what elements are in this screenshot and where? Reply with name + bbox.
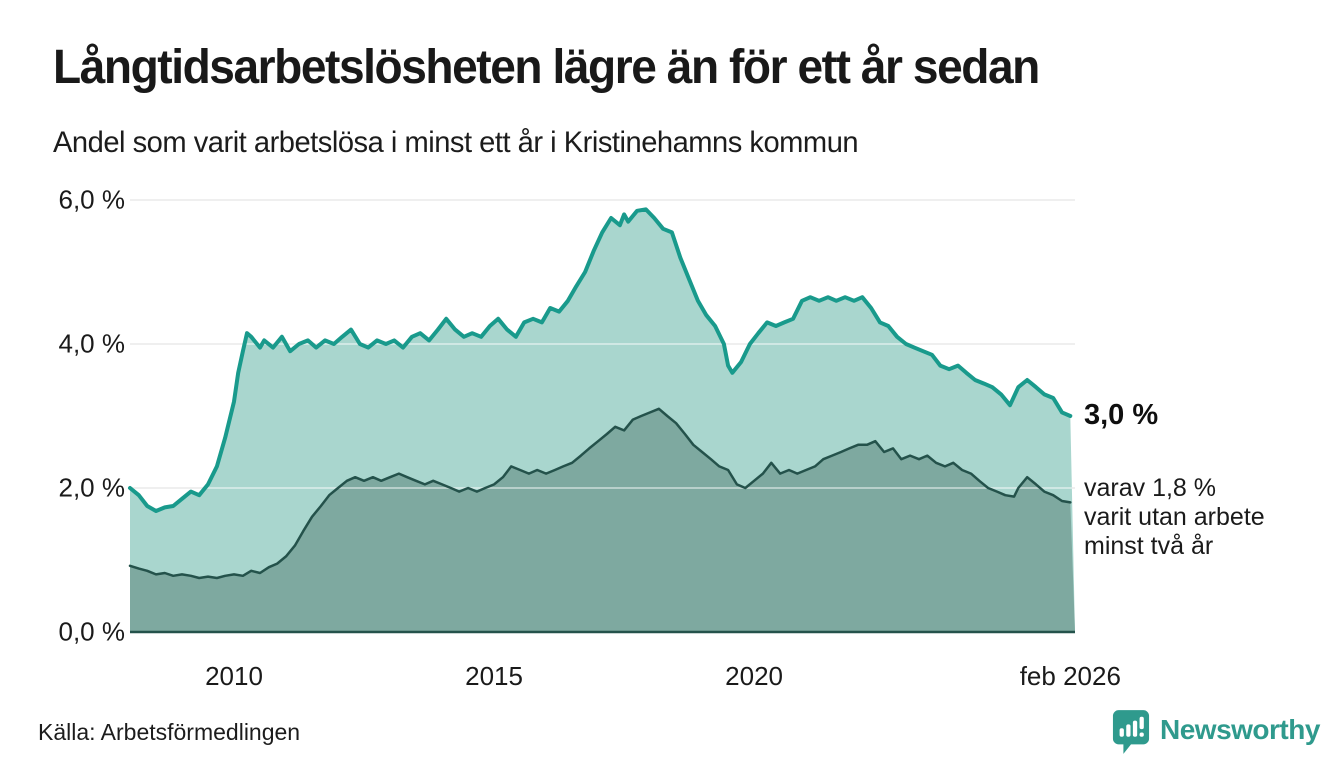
y-axis-tick-0: 0,0 % (58, 616, 126, 647)
series-line-1 (128, 207, 1073, 513)
area-fill-series-2 (130, 408, 1075, 632)
page-title: Långtidsarbetslösheten lägre än för ett … (53, 41, 1040, 94)
series-line-2 (128, 407, 1072, 580)
series-sub-end-label-line1: varav 1,8 % (1084, 474, 1217, 502)
series-sub-end-label: varav 1,8 % varit utan arbete minst två … (1084, 474, 1265, 561)
y-axis-tick-6: 6,0 % (58, 184, 126, 215)
newsworthy-logo-icon (1112, 710, 1150, 754)
chart-subtitle: Andel som varit arbetslösa i minst ett å… (53, 126, 859, 159)
brand-logo: Newsworthy (1112, 709, 1320, 757)
x-axis-tick-2020: 2020 (725, 661, 784, 691)
y-axis-tick-2: 2,0 % (58, 472, 126, 503)
area-fill-series-1 (130, 209, 1075, 632)
x-axis-tick-2010: 2010 (205, 661, 263, 691)
x-axis-tick-feb-2026: feb 2026 (1019, 661, 1121, 691)
series-sub-end-label-line3: minst två år (1084, 532, 1214, 560)
series-sub-end-label-line2: varit utan arbete (1084, 503, 1265, 531)
y-axis-tick-4: 4,0 % (58, 328, 126, 359)
source-attribution: Källa: Arbetsförmedlingen (38, 719, 301, 745)
x-axis-tick-2015: 2015 (465, 661, 523, 691)
brand-name: Newsworthy (1160, 714, 1320, 745)
series-end-value-label: 3,0 % (1084, 399, 1159, 431)
